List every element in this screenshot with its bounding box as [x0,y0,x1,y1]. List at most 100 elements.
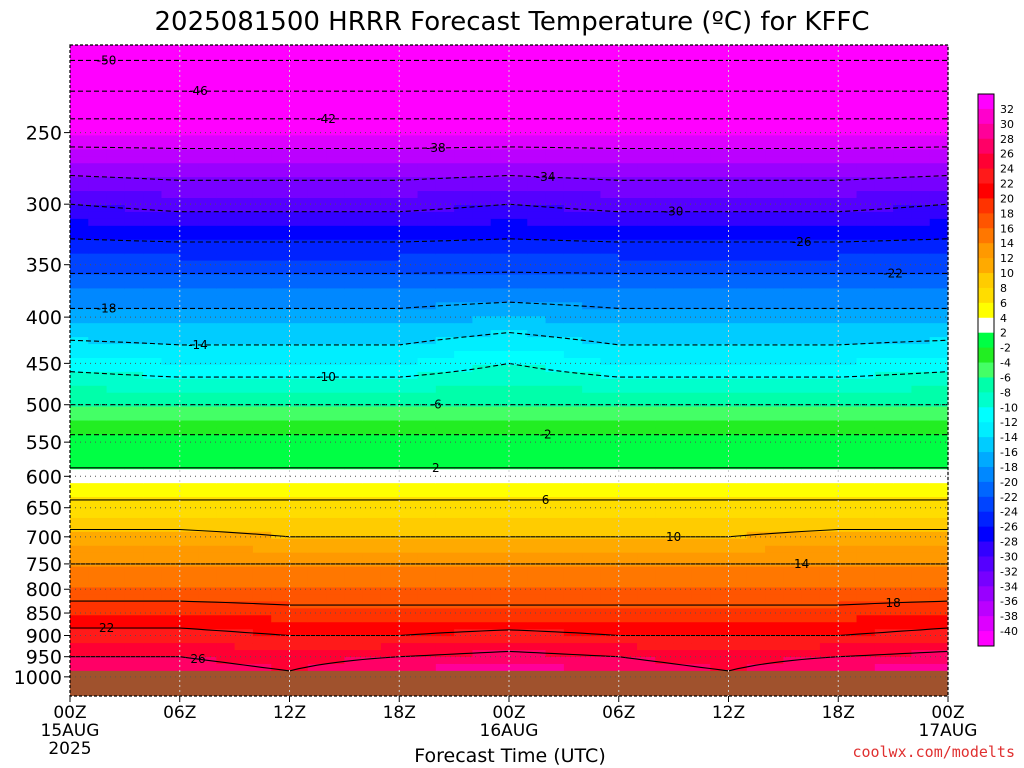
temperature-cell [618,531,638,540]
temperature-cell [691,107,711,116]
temperature-cell [161,524,181,533]
temperature-cell [417,337,437,345]
temperature-cell [618,163,638,171]
temperature-cell [289,204,309,213]
temperature-cell [124,170,144,178]
temperature-cell [637,406,656,415]
temperature-cell [856,163,876,171]
temperature-cell [545,191,565,199]
temperature-cell [216,392,236,401]
temperature-cell [710,267,730,276]
temperature-cell [435,295,455,303]
temperature-cell [399,288,419,296]
temperature-cell [161,650,181,658]
temperature-cell [728,191,748,199]
temperature-cell [399,392,419,401]
temperature-cell [819,364,839,373]
temperature-cell [362,413,382,422]
temperature-cell [399,51,419,60]
temperature-cell [307,65,327,74]
temperature-cell [490,594,510,602]
colorbar-swatch [978,168,994,185]
temperature-cell [746,566,766,575]
temperature-cell [746,330,766,338]
temperature-cell [600,462,620,470]
temperature-cell [198,517,217,526]
temperature-cell [161,629,181,637]
temperature-cell [362,364,382,373]
temperature-cell [380,330,400,338]
temperature-cell [819,45,839,53]
temperature-cell [874,218,894,227]
temperature-cell [179,86,199,95]
temperature-cell [746,538,766,547]
temperature-cell [380,434,400,443]
temperature-cell [819,385,839,394]
temperature-cell [70,490,89,498]
temperature-cell [527,650,547,658]
temperature-cell [582,260,602,269]
temperature-cell [911,170,931,178]
temperature-cell [527,462,547,470]
temperature-cell [124,149,144,157]
temperature-cell [655,323,675,331]
temperature-cell [801,455,821,463]
temperature-cell [472,163,492,171]
temperature-cell [874,204,894,213]
temperature-cell [271,517,291,526]
temperature-cell [819,337,839,345]
temperature-cell [746,531,766,540]
temperature-cell [399,657,419,665]
temperature-cell [106,552,126,561]
temperature-cell [545,163,565,171]
temperature-cell [344,218,364,227]
temperature-cell [911,281,931,290]
temperature-cell [472,86,492,95]
temperature-cell [838,337,858,345]
temperature-cell [582,545,602,554]
temperature-cell [600,434,620,443]
temperature-cell [893,378,913,387]
temperature-cell [600,357,620,366]
temperature-cell [344,643,364,651]
temperature-cell [893,253,913,262]
temperature-cell [819,274,839,283]
temperature-cell [545,552,565,561]
temperature-cell [362,406,382,415]
temperature-cell [234,357,254,366]
temperature-cell [691,351,711,359]
temperature-cell [198,406,217,415]
temperature-cell [399,177,419,185]
temperature-cell [198,351,217,359]
temperature-cell [362,45,382,53]
temperature-cell [582,643,602,651]
temperature-cell [106,330,126,338]
temperature-cell [234,267,254,276]
temperature-cell [289,156,309,164]
temperature-cell [527,65,547,74]
temperature-cell [509,232,528,241]
temperature-cell [710,128,730,136]
temperature-cell [783,288,803,296]
temperature-cell [344,86,364,95]
temperature-cell [691,323,711,331]
temperature-cell [783,79,803,88]
temperature-cell [765,406,784,415]
temperature-cell [380,218,400,227]
temperature-cell [637,566,656,575]
temperature-cell [728,316,748,324]
temperature-cell [765,337,784,345]
temperature-cell [856,406,876,415]
temperature-cell [600,225,620,234]
temperature-cell [472,295,492,303]
temperature-cell [527,288,547,296]
temperature-cell [819,260,839,269]
temperature-cell [783,573,803,582]
temperature-cell [838,629,858,637]
temperature-cell [691,184,711,192]
temperature-cell [161,45,181,53]
temperature-cell [435,524,455,533]
temperature-cell [527,149,547,157]
temperature-cell [399,385,419,394]
temperature-cell [362,490,382,498]
